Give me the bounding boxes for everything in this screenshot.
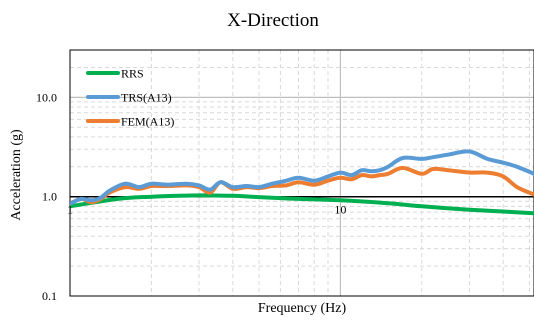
chart-title: X-Direction	[227, 10, 319, 31]
x-tick-label: 10	[334, 203, 346, 217]
legend-label-trs-a13: TRS(A13)	[121, 91, 172, 105]
y-tick-label: 1.0	[42, 190, 57, 204]
legend: RRS TRS(A13) FEM(A13)	[86, 67, 174, 129]
y-axis-label: Acceleration (g)	[9, 129, 24, 221]
series-layer	[70, 149, 534, 216]
x-tick-label: 1	[67, 203, 73, 217]
legend-label-fem-a13: FEM(A13)	[121, 115, 174, 129]
y-tick-label: 10.0	[36, 90, 57, 104]
plot-frame	[69, 49, 534, 297]
y-tick-label: 0.1	[42, 289, 57, 303]
series-line-trs-a13	[70, 149, 534, 206]
tick-labels: 0.1 1.0 10.0 1 10	[36, 90, 346, 303]
legend-label-rrs: RRS	[121, 67, 144, 81]
grid	[70, 50, 534, 296]
series-line-rrs	[70, 193, 534, 216]
x-axis-label: Frequency (Hz)	[258, 301, 347, 316]
